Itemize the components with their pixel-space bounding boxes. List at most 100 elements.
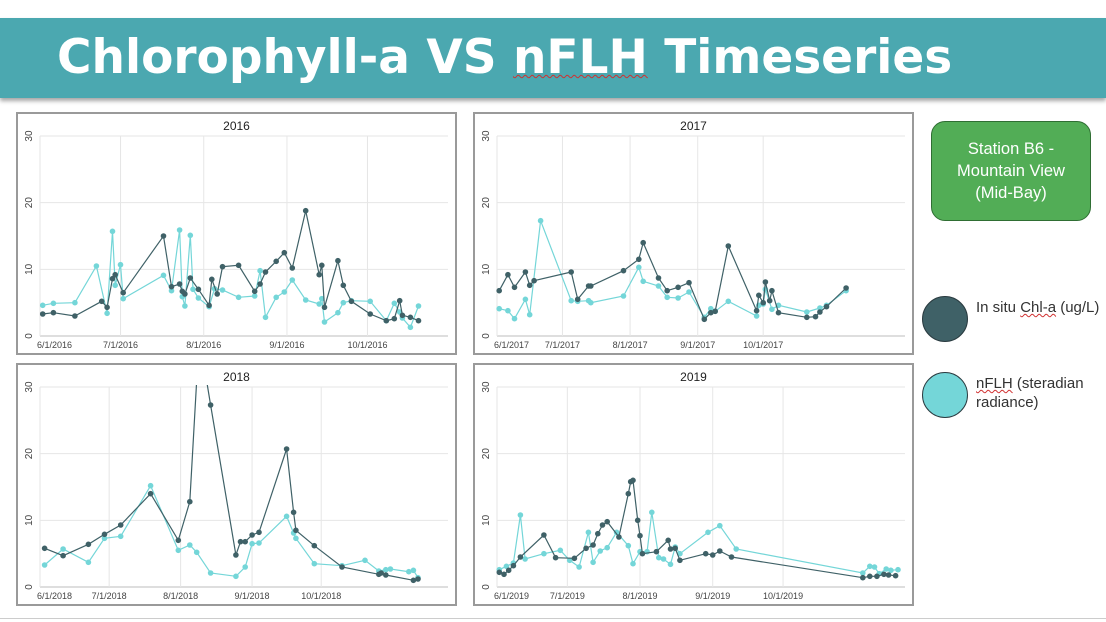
data-point-nflh (675, 295, 681, 301)
data-point-chl (636, 256, 642, 263)
data-point-chl (203, 374, 209, 380)
x-tick-label: 6/1/2017 (494, 340, 529, 350)
data-point-chl (725, 243, 732, 249)
data-point-nflh (406, 568, 412, 575)
y-tick-label: 20 (24, 197, 35, 209)
data-point-chl (60, 552, 66, 559)
legend-item-chl: In situ Chl-a (ug/L) (922, 296, 1106, 342)
x-tick-label: 9/1/2019 (695, 591, 730, 601)
data-point-nflh (597, 548, 603, 554)
x-tick-label: 8/1/2017 (613, 340, 648, 350)
series-nflh (39, 227, 422, 331)
x-tick-label: 9/1/2016 (269, 340, 304, 350)
data-point-chl (511, 284, 518, 291)
data-point-chl (209, 276, 215, 283)
data-point-chl (273, 258, 279, 265)
data-point-chl (702, 550, 709, 557)
y-tick-label: 10 (24, 263, 35, 275)
data-point-chl (804, 314, 810, 321)
data-point-chl (415, 317, 422, 324)
series-line-chl (498, 240, 847, 321)
data-point-nflh (281, 289, 288, 295)
data-point-chl (496, 287, 502, 294)
data-point-chl (383, 317, 390, 324)
data-point-nflh (649, 509, 655, 516)
y-tick-label: 0 (24, 584, 35, 590)
data-point-chl (517, 554, 524, 560)
data-point-chl (321, 304, 328, 311)
data-point-nflh (505, 307, 511, 314)
data-point-chl (717, 548, 723, 554)
data-point-nflh (219, 287, 226, 293)
y-tick-label: 20 (481, 448, 492, 460)
data-point-chl (604, 518, 610, 525)
data-point-chl (175, 537, 182, 544)
data-point-nflh (620, 293, 627, 299)
data-point-nflh (522, 296, 529, 303)
x-tick-label: 9/1/2017 (680, 340, 715, 350)
data-point-nflh (496, 305, 502, 312)
data-point-chl (885, 572, 892, 578)
data-point-chl (583, 545, 589, 552)
data-point-chl (510, 562, 517, 569)
data-point-nflh (860, 570, 866, 576)
title-part-1: Chlorophyll-a VS (57, 30, 513, 85)
series-nflh (496, 509, 901, 577)
data-point-nflh (888, 567, 894, 574)
data-point-chl (112, 271, 118, 278)
data-point-chl (634, 517, 641, 524)
data-point-nflh (362, 557, 368, 564)
y-tick-label: 10 (481, 263, 492, 275)
data-point-chl (207, 402, 214, 408)
x-tick-label: 10/1/2018 (301, 591, 341, 601)
chart-2018: 2018 0 10 20 30 6/1/2018 7/1/2018 8/1/2018 9/1/2… (24, 370, 448, 601)
data-point-chl (860, 574, 866, 581)
x-tick-label: 8/1/2018 (163, 591, 198, 601)
data-point-nflh (725, 298, 732, 305)
data-point-nflh (117, 261, 124, 268)
data-point-chl (639, 550, 646, 557)
data-point-nflh (585, 529, 592, 536)
data-point-nflh (664, 294, 670, 301)
data-point-chl (655, 275, 662, 281)
data-point-chl (214, 291, 220, 297)
data-point-chl (176, 281, 183, 287)
data-point-nflh (522, 556, 528, 562)
y-tick-label: 30 (24, 130, 35, 142)
data-point-nflh (302, 297, 309, 303)
data-point-chl (316, 271, 323, 278)
data-point-nflh (120, 295, 126, 302)
y-tick-label: 20 (481, 197, 492, 209)
data-point-nflh (717, 522, 723, 529)
data-point-nflh (117, 533, 124, 540)
data-point-chl (85, 541, 92, 548)
data-point-chl (348, 298, 355, 305)
chart-panel-2019: 2019 0 10 20 30 6/1/2019 7/1/2019 8/1/2019 9/1/2… (473, 363, 914, 606)
data-point-nflh (187, 542, 193, 548)
data-point-chl (410, 577, 417, 584)
data-point-chl (219, 263, 226, 270)
title-part-2: nFLH (512, 30, 648, 85)
data-point-nflh (566, 557, 573, 564)
data-point-nflh (176, 227, 183, 233)
data-point-nflh (537, 217, 544, 224)
data-point-chl (262, 269, 269, 275)
data-point-nflh (257, 267, 263, 274)
data-point-nflh (526, 311, 533, 318)
series-line-chl (499, 479, 896, 579)
title-part-3: Timeseries (647, 30, 953, 85)
series-chl (41, 374, 421, 584)
data-point-nflh (101, 535, 108, 542)
data-point-nflh (319, 295, 325, 302)
x-tick-label: 7/1/2016 (103, 340, 138, 350)
data-point-nflh (160, 272, 167, 279)
data-point-chl (505, 271, 511, 278)
x-tick-label: 10/1/2016 (347, 340, 387, 350)
data-point-nflh (410, 567, 417, 574)
data-point-nflh (242, 564, 248, 570)
data-point-chl (775, 309, 782, 316)
data-point-chl (590, 542, 596, 548)
data-point-nflh (311, 560, 318, 567)
data-point-nflh (93, 263, 100, 269)
data-point-chl (98, 298, 105, 305)
